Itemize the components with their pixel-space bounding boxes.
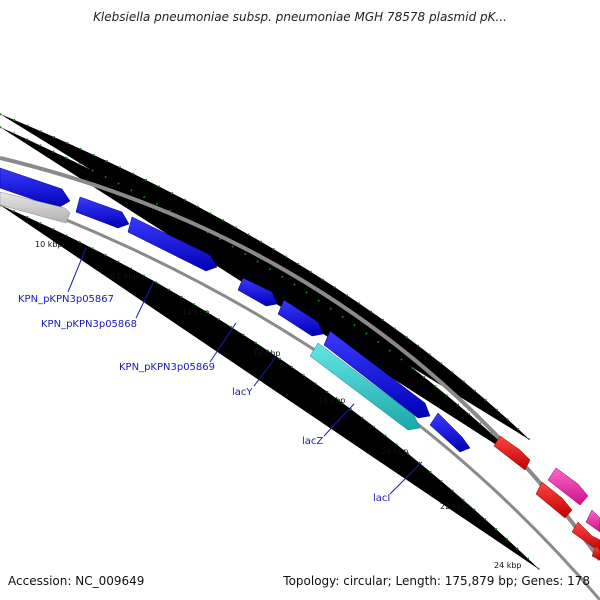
gene-labels: KPN_pKPN3p05867 KPN_pKPN3p05868 KPN_pKPN… [18, 294, 390, 504]
red-arrow [493, 435, 531, 471]
magenta-features [547, 467, 600, 533]
red-features [493, 435, 600, 561]
cds-arrow-KPN_pKPN3p05868 [127, 216, 218, 272]
gene-label-lacY: lacY [232, 387, 253, 398]
scale-label-24kbp: 24 kbp [494, 561, 522, 570]
red-arrow [535, 481, 573, 519]
leader-lines [67, 247, 423, 495]
summary-text: Topology: circular; Length: 175,879 bp; … [283, 574, 590, 588]
cds-forward [0, 167, 471, 453]
gene-label-KPN_pKPN3p05868: KPN_pKPN3p05868 [41, 319, 137, 330]
scale-label-20kbp: 20 kbp [381, 447, 409, 456]
scale-labels: 10 kbp 12 kbp 14 kbp 16 kbp 18 kbp 20 kb… [35, 240, 522, 570]
cds-arrow-lacI [429, 412, 471, 453]
backbone-outer [0, 156, 600, 562]
accession-text: Accession: NC_009649 [8, 574, 145, 588]
gene-label-KPN_pKPN3p05867: KPN_pKPN3p05867 [18, 294, 114, 305]
red-arrow [591, 545, 600, 561]
map-title: Klebsiella pneumoniae subsp. pneumoniae … [93, 10, 507, 24]
scale-label-10kbp: 10 kbp [35, 240, 63, 249]
gene-label-lacZ: lacZ [302, 436, 323, 447]
scale-label-18kbp: 18 kbp [318, 396, 346, 405]
lacZ-feature [309, 342, 421, 431]
cds-arrow-lacZ [323, 330, 431, 419]
scale-label-12kbp: 12 kbp [111, 272, 139, 281]
magenta-arrow [585, 509, 600, 533]
cds-arrow-KPN_pKPN3p05869 [237, 277, 278, 307]
gene-label-lacI: lacI [373, 493, 390, 504]
scale-label-14kbp: 14 kbp [182, 308, 210, 317]
outer-gc-ring [0, 113, 531, 461]
scale-label-22kbp: 22 kbp [440, 502, 468, 511]
cds-arrow-lacY [277, 299, 324, 337]
scale-label-16kbp: 16 kbp [253, 349, 281, 358]
cds-arrow-KPN_pKPN3p05867 [75, 196, 130, 229]
cds-arrow [0, 167, 71, 209]
gray-feature [0, 191, 71, 224]
gene-label-KPN_pKPN3p05869: KPN_pKPN3p05869 [119, 362, 215, 373]
magenta-arrow [547, 467, 589, 506]
red-arrow [571, 521, 600, 553]
